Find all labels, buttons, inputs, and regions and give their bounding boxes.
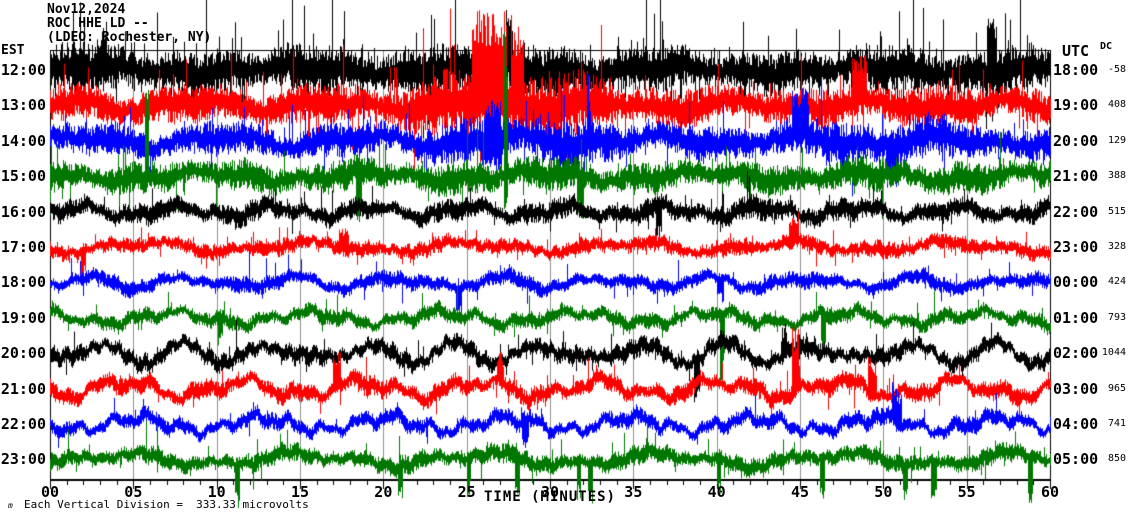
utc-time-label: 21:00	[1053, 167, 1099, 186]
dc-offset-value: 408	[1107, 99, 1126, 111]
est-time-label: 21:00	[0, 379, 46, 398]
dc-offset-value: 741	[1107, 418, 1126, 429]
x-tick-label: 15	[290, 483, 310, 501]
est-time-label: 15:00	[0, 167, 46, 186]
x-tick-label: 30	[540, 483, 560, 501]
x-tick-label: 60	[1040, 483, 1060, 501]
x-tick-label: 40	[707, 483, 726, 501]
utc-time-label: 20:00	[1053, 131, 1099, 150]
utc-time-label: 00:00	[1053, 273, 1099, 292]
x-tick-label: 20	[374, 483, 393, 501]
dc-offset-value: 328	[1107, 241, 1126, 252]
est-time-label: 12:00	[0, 61, 46, 79]
x-tick-label: 45	[790, 483, 810, 501]
dc-offset-value: 388	[1107, 170, 1126, 182]
utc-time-label: 01:00	[1053, 308, 1099, 327]
x-axis-title: TIME (MINUTES)	[483, 489, 616, 505]
utc-time-label: 22:00	[1053, 202, 1099, 221]
dc-offset-value: 965	[1107, 382, 1126, 394]
dc-column-label: DC	[1100, 41, 1113, 52]
est-time-label: 18:00	[0, 273, 46, 292]
est-time-label: 14:00	[0, 131, 46, 150]
dc-offset-value: 515	[1107, 205, 1126, 217]
header-network: (LDEO: Rochester, NY)	[47, 30, 212, 45]
left-axis-label-est: EST	[1, 43, 25, 58]
est-time-label: 23:00	[0, 450, 46, 469]
dc-offset-value: 793	[1107, 311, 1126, 323]
x-tick-label: 05	[124, 483, 143, 501]
utc-time-label: 23:00	[1053, 238, 1099, 256]
est-time-label: 22:00	[0, 415, 46, 433]
header-station: ROC HHE LD --	[47, 16, 149, 31]
utc-time-label: 04:00	[1053, 415, 1099, 433]
x-tick-label: 35	[624, 483, 643, 501]
vertical-scale-note: Each Vertical Division = 333.33 microvol…	[24, 498, 309, 511]
utc-time-label: 18:00	[1053, 61, 1099, 79]
x-tick-label: 10	[207, 483, 226, 501]
utc-time-label: 02:00	[1053, 344, 1099, 363]
utc-time-label: 03:00	[1053, 379, 1099, 398]
x-tick-label: 55	[957, 483, 976, 501]
est-time-label: 16:00	[0, 202, 46, 221]
utc-time-label: 19:00	[1053, 96, 1099, 115]
dc-offset-value: 129	[1107, 134, 1126, 146]
header-date: Nov12,2024	[47, 2, 126, 17]
est-time-label: 13:00	[0, 96, 46, 115]
utc-time-label: 05:00	[1053, 450, 1099, 469]
x-tick-label: 25	[457, 483, 476, 501]
x-tick-label: 50	[874, 483, 893, 501]
dc-offset-value: 424	[1107, 276, 1126, 288]
dc-offset-value: 1044	[1101, 347, 1126, 359]
x-tick-label: 00	[40, 483, 60, 501]
right-axis-label-utc: UTC	[1062, 42, 1090, 60]
est-time-label: 20:00	[0, 344, 46, 363]
watermark-glyph: m	[8, 501, 13, 510]
dc-offset-value: -58	[1107, 64, 1126, 75]
est-time-label: 19:00	[0, 308, 46, 327]
est-time-label: 17:00	[0, 238, 46, 256]
dc-offset-value: 850	[1107, 453, 1126, 465]
